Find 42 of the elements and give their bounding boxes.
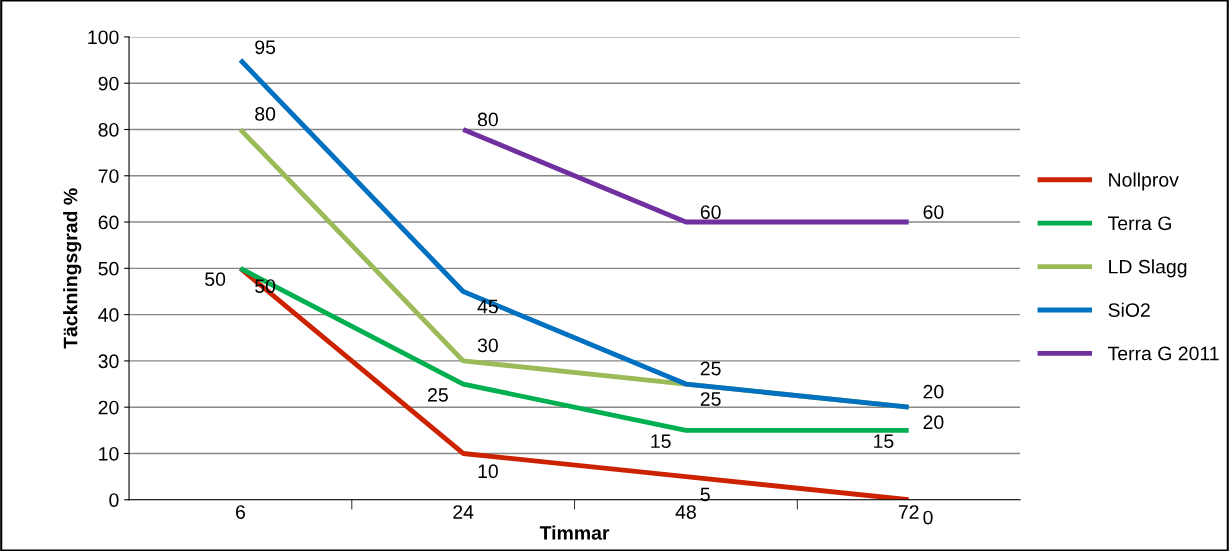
data-label: 20: [923, 415, 944, 430]
x-tick-label: 48: [675, 505, 696, 519]
data-label: 95: [255, 40, 276, 55]
legend-label: SiO2: [1108, 302, 1150, 317]
data-label: 0: [923, 510, 933, 525]
data-label: 80: [477, 112, 498, 127]
data-label: 25: [428, 388, 448, 402]
line-series: [237, 57, 912, 410]
y-tick-label: 80: [98, 122, 119, 137]
y-tick-label: 70: [98, 169, 119, 184]
y-tick-label: 10: [99, 446, 119, 461]
y-tick-label: 90: [98, 76, 119, 91]
y-tick-label: 40: [98, 308, 119, 322]
x-tick-label: 72: [898, 505, 919, 519]
data-label: 30: [477, 338, 498, 353]
data-label: 15: [874, 434, 894, 449]
data-label: 25: [700, 392, 721, 406]
y-tick-label: 60: [98, 215, 119, 230]
data-label: 60: [700, 205, 721, 219]
data-label: 60: [923, 205, 944, 219]
x-tick-label: 6: [236, 505, 245, 519]
y-tick-label: 100: [88, 30, 119, 45]
y-tick-label: 30: [98, 354, 119, 369]
legend-label: LD Slagg: [1109, 259, 1187, 278]
data-label: 45: [477, 299, 498, 314]
y-tick-label: 20: [98, 400, 119, 415]
y-tick-label: 50: [98, 261, 119, 276]
data-label: 20: [923, 384, 944, 399]
data-label: 5: [700, 487, 710, 502]
data-label: 50: [255, 279, 276, 293]
legend-label: Terra G: [1108, 216, 1171, 231]
y-axis-title: Täckningsgrad %: [63, 188, 82, 349]
x-tick-label: 24: [453, 505, 474, 519]
data-label: 10: [478, 464, 498, 479]
data-label: 50: [205, 272, 226, 287]
data-label: 25: [700, 361, 721, 376]
legend-label: Terra G 2011: [1108, 346, 1219, 361]
x-axis-title: Timmar: [539, 525, 610, 540]
legend-label: Nollprov: [1109, 172, 1179, 191]
y-tick-label: 0: [109, 493, 119, 507]
data-label: 15: [651, 434, 671, 449]
data-label: 80: [255, 107, 276, 121]
